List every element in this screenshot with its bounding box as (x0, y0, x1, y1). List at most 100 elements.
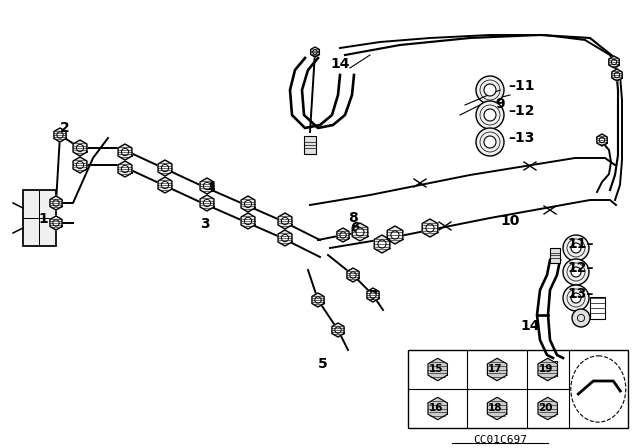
Text: 2: 2 (60, 121, 70, 135)
Circle shape (315, 297, 321, 303)
Circle shape (204, 199, 211, 207)
Circle shape (484, 109, 496, 121)
Circle shape (53, 220, 59, 226)
Circle shape (599, 137, 605, 143)
Polygon shape (73, 140, 87, 156)
Text: 18: 18 (488, 402, 502, 413)
Text: –12: –12 (508, 104, 534, 118)
Polygon shape (609, 56, 619, 68)
Polygon shape (54, 128, 66, 142)
Polygon shape (428, 358, 447, 381)
Circle shape (571, 243, 581, 253)
Circle shape (476, 101, 504, 129)
Text: 9: 9 (495, 97, 504, 111)
Circle shape (614, 72, 620, 78)
Polygon shape (241, 196, 255, 212)
Bar (590, 297, 605, 319)
Circle shape (161, 181, 168, 189)
Circle shape (122, 148, 129, 155)
Text: 14: 14 (520, 319, 540, 333)
Bar (550, 247, 560, 263)
Polygon shape (488, 358, 507, 381)
Text: –11: –11 (508, 79, 534, 93)
Polygon shape (118, 161, 132, 177)
Text: 19: 19 (538, 363, 553, 374)
Text: 1: 1 (38, 212, 48, 226)
Polygon shape (597, 134, 607, 146)
Circle shape (370, 292, 376, 298)
Circle shape (391, 231, 399, 239)
Circle shape (476, 76, 504, 104)
Polygon shape (422, 219, 438, 237)
Text: 13–: 13– (568, 287, 594, 301)
Text: CC01C697: CC01C697 (473, 435, 527, 445)
Circle shape (426, 224, 434, 232)
Polygon shape (538, 358, 557, 381)
Circle shape (484, 84, 496, 96)
Circle shape (356, 228, 364, 236)
Circle shape (122, 165, 129, 172)
Circle shape (484, 136, 496, 148)
Circle shape (244, 217, 252, 224)
Bar (304, 136, 316, 154)
Polygon shape (73, 157, 87, 173)
Text: 7: 7 (368, 289, 378, 303)
Circle shape (57, 132, 63, 138)
Text: 6: 6 (350, 221, 360, 235)
Text: 5: 5 (318, 357, 328, 371)
Circle shape (204, 182, 211, 190)
Circle shape (335, 327, 341, 333)
Circle shape (282, 234, 289, 241)
Circle shape (76, 161, 84, 168)
Circle shape (350, 272, 356, 278)
Polygon shape (337, 228, 349, 242)
Bar (408, 350, 628, 428)
Polygon shape (538, 397, 557, 420)
Text: 3: 3 (200, 217, 210, 231)
Circle shape (572, 309, 590, 327)
Circle shape (476, 128, 504, 156)
Polygon shape (200, 178, 214, 194)
Polygon shape (488, 397, 507, 420)
Polygon shape (23, 190, 56, 246)
Text: 16: 16 (428, 402, 443, 413)
Bar (547, 361, 557, 375)
Circle shape (161, 164, 168, 172)
Polygon shape (241, 213, 255, 229)
Polygon shape (200, 195, 214, 211)
Circle shape (282, 217, 289, 224)
Text: 15: 15 (428, 363, 443, 374)
Polygon shape (347, 268, 359, 282)
Polygon shape (50, 196, 62, 210)
Circle shape (563, 235, 589, 261)
Polygon shape (278, 230, 292, 246)
Text: 11–: 11– (568, 237, 594, 251)
Polygon shape (367, 288, 379, 302)
Polygon shape (158, 177, 172, 193)
Polygon shape (50, 216, 62, 230)
Text: –13: –13 (508, 131, 534, 145)
Polygon shape (428, 397, 447, 420)
Text: 14: 14 (330, 57, 349, 71)
Circle shape (53, 200, 59, 206)
Circle shape (244, 200, 252, 207)
Circle shape (611, 59, 617, 65)
Circle shape (313, 50, 317, 54)
Polygon shape (374, 235, 390, 253)
Polygon shape (158, 160, 172, 176)
Circle shape (340, 232, 346, 238)
Text: 17: 17 (488, 363, 502, 374)
Circle shape (76, 144, 84, 151)
Text: 12–: 12– (568, 261, 594, 275)
Polygon shape (612, 69, 622, 81)
Text: 8: 8 (348, 211, 358, 225)
Polygon shape (332, 323, 344, 337)
Text: 4: 4 (205, 181, 215, 195)
Circle shape (378, 240, 386, 248)
Polygon shape (312, 293, 324, 307)
Polygon shape (387, 226, 403, 244)
Text: 20: 20 (538, 402, 553, 413)
Polygon shape (310, 47, 319, 57)
Polygon shape (278, 213, 292, 229)
Polygon shape (352, 223, 368, 241)
